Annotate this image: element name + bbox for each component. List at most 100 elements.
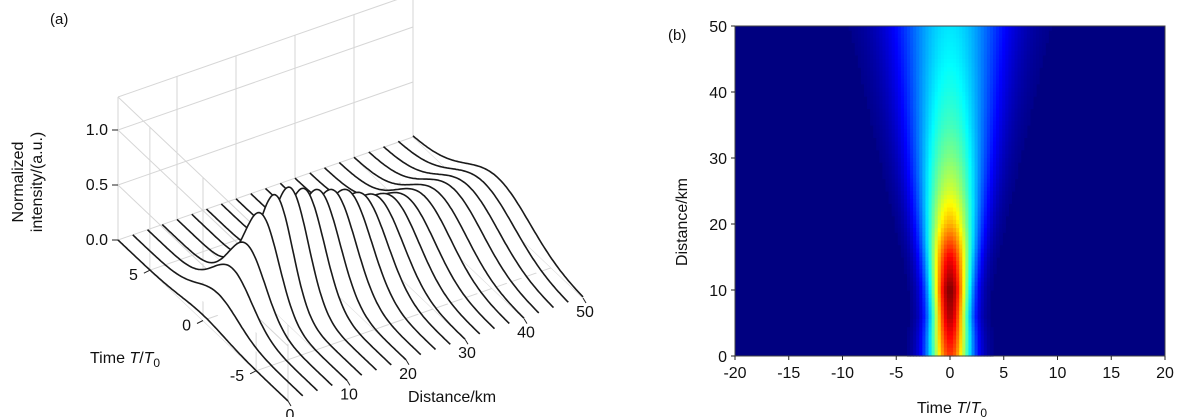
heatmap-cell [946, 162, 951, 167]
heatmap-cell [897, 232, 902, 237]
heatmap-cell [910, 63, 914, 68]
heatmap-cell [1011, 153, 1016, 159]
heatmap-cell [900, 203, 905, 209]
heatmap-cell [1036, 75, 1040, 81]
heatmap-cell [999, 67, 1003, 72]
heatmap-cell [1023, 54, 1028, 60]
heatmap-cell [928, 323, 933, 328]
heatmap-cell [897, 50, 902, 56]
heatmap-cell [913, 112, 917, 118]
heatmap-cell [937, 50, 942, 56]
heatmap-cell [968, 83, 973, 89]
heatmap-cell [916, 236, 920, 242]
heatmap-cell [919, 79, 923, 85]
heatmap-cell [1020, 63, 1025, 68]
heatmap-cell [910, 141, 914, 147]
heatmap-cell [928, 30, 933, 35]
heatmap-cell [986, 83, 991, 89]
heatmap-cell [953, 178, 957, 184]
heatmap-cell [999, 207, 1003, 213]
heatmap-cell [891, 125, 896, 130]
heatmap-cell [1005, 26, 1009, 31]
heatmap-cell [931, 228, 936, 233]
heatmap-cell [928, 50, 933, 56]
heatmap-cell [943, 153, 948, 159]
heatmap-cell [996, 211, 1000, 217]
heatmap-cell [965, 30, 970, 35]
heatmap-cell [885, 145, 890, 151]
heatmap-cell [864, 75, 868, 81]
heatmap-cell [922, 79, 927, 85]
heatmap-cell [1005, 170, 1009, 176]
heatmap-cell [876, 59, 880, 64]
heatmap-cell [1023, 79, 1028, 85]
heatmap-cell [937, 59, 942, 64]
heatmap-cell [900, 54, 905, 60]
heatmap-cell [940, 42, 945, 48]
heatmap-cell [962, 30, 966, 35]
heatmap-cell [980, 108, 985, 114]
heatmap-cell [903, 92, 908, 97]
heatmap-cell [873, 87, 877, 93]
heatmap-cell [910, 186, 914, 192]
heatmap-cell [943, 203, 948, 209]
heatmap-cell [983, 46, 988, 52]
heatmap-cell [879, 96, 884, 101]
heatmap-cell [937, 92, 942, 97]
heatmap-cell [968, 269, 973, 275]
heatmap-cell [922, 215, 927, 221]
heatmap-cell [919, 108, 923, 114]
heatmap-cell [934, 285, 939, 291]
heatmap-cell [857, 30, 862, 35]
heatmap-cell [977, 232, 982, 237]
heatmap-cell [913, 327, 917, 332]
heatmap-cell [996, 26, 1000, 31]
heatmap-cell [999, 116, 1003, 122]
heatmap-cell [962, 252, 966, 258]
heatmap-cell [882, 30, 887, 35]
heatmap-cell [968, 335, 973, 341]
heatmap-cell [980, 42, 985, 48]
heatmap-cell [903, 30, 908, 35]
heatmap-cell [879, 158, 884, 163]
heatmap-cell [989, 46, 994, 52]
heatmap-cell [968, 46, 973, 52]
heatmap-cell [903, 244, 908, 250]
heatmap-cell [993, 228, 997, 233]
heatmap-cell [971, 30, 976, 35]
heatmap-cell [916, 137, 920, 143]
heatmap-cell [867, 71, 871, 77]
heatmap-cell [919, 46, 923, 52]
heatmap-cell [897, 54, 902, 60]
heatmap-cell [986, 104, 991, 110]
heatmap-cell [916, 277, 920, 283]
heatmap-cell [888, 195, 893, 200]
heatmap-cell [983, 104, 988, 110]
heatmap-cell [870, 63, 874, 68]
heatmap-cell [999, 59, 1003, 64]
heatmap-cell [897, 153, 902, 159]
x-tick-label: 30 [458, 345, 476, 362]
heatmap-cell [989, 104, 994, 110]
heatmap-cell [999, 79, 1003, 85]
heatmap-cell [977, 277, 982, 283]
heatmap-cell [916, 211, 920, 217]
heatmap-cell [937, 285, 942, 291]
heatmap-cell [986, 153, 991, 159]
heatmap-cell [1026, 26, 1031, 31]
heatmap-cell [937, 347, 942, 353]
heatmap-cell [946, 54, 951, 60]
heatmap-cell [956, 294, 960, 299]
heatmap-cell [910, 104, 914, 110]
heatmap-cell [894, 203, 899, 209]
heatmap-cell [864, 59, 868, 64]
heatmap-cell [983, 351, 988, 357]
pulse-line [146, 229, 319, 392]
heatmap-cell [1002, 170, 1006, 176]
heatmap-cell [928, 116, 933, 122]
heatmap-cell [916, 129, 920, 134]
heatmap-cell [931, 327, 936, 332]
heatmap-cell [996, 59, 1000, 64]
heatmap-cell [925, 310, 930, 316]
heatmap-cell [873, 125, 877, 130]
